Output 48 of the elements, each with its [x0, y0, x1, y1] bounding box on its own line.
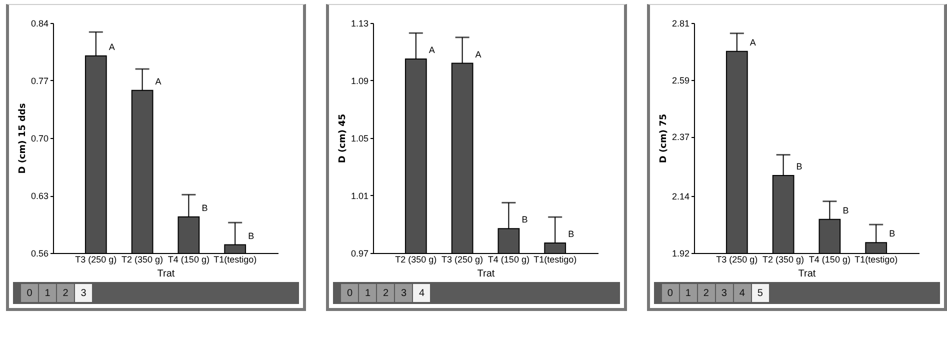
y-tick-label: 0.56: [30, 248, 48, 258]
y-axis-title: D (cm) 45: [338, 114, 348, 164]
y-tick-label: 2.14: [672, 192, 690, 202]
y-axis-title: D (cm) 15 dds: [18, 103, 28, 174]
x-tick-label: T2 (350 g): [122, 254, 164, 264]
y-tick-label: 0.63: [30, 191, 48, 201]
y-tick-label: 0.70: [30, 134, 48, 144]
y-tick-label: 0.77: [30, 76, 48, 86]
x-tick-label: T2 (350 g): [762, 254, 804, 264]
annotation: A: [429, 44, 436, 55]
annotation: B: [522, 214, 528, 225]
x-axis-title: Trat: [478, 268, 496, 280]
y-tick-label: 0.84: [30, 18, 48, 28]
y-tick-label: 2.81: [672, 18, 690, 28]
x-tick-label: T1(testigo): [854, 254, 898, 264]
annotation: B: [796, 161, 802, 172]
annotation: B: [202, 202, 208, 213]
annotation: B: [248, 230, 254, 241]
y-axis-title: D (cm) 75: [658, 114, 669, 164]
x-axis-title: Trat: [798, 268, 816, 280]
y-tick-label: 2.37: [672, 132, 690, 142]
x-tick-label: T3 (250 g): [716, 254, 758, 264]
x-axis-title: Trat: [157, 268, 175, 280]
x-tick-label: T4 (150 g): [808, 254, 850, 264]
tab-strip: 0 1 2 3 4 5: [654, 282, 940, 304]
x-tick-label: T4 (150 g): [168, 254, 210, 264]
y-tick-label: 1.13: [351, 18, 369, 28]
annotation: B: [842, 205, 848, 216]
x-tick-label: T3 (250 g): [442, 254, 484, 264]
tab-strip: 0 1 2 3: [13, 282, 300, 304]
x-tick-label: T1(testigo): [534, 254, 577, 264]
y-tick-label: 2.59: [672, 75, 690, 86]
x-tick-label: T2 (350 g): [395, 254, 438, 264]
x-tick-label: T4 (150 g): [488, 254, 530, 264]
annotation: A: [750, 37, 756, 48]
y-tick-label: 0.97: [351, 248, 369, 258]
y-tick-label: 1.09: [351, 76, 369, 86]
tab-strip: 0 1 2 3 4: [333, 282, 620, 304]
annotation: A: [476, 49, 482, 60]
annotation: B: [888, 228, 895, 239]
y-tick-label: 1.01: [351, 191, 369, 201]
x-tick-label: T1(testigo): [214, 254, 257, 264]
y-tick-label: 1.92: [672, 248, 690, 258]
annotation: A: [155, 76, 162, 86]
annotation: B: [568, 228, 574, 239]
y-tick-label: 1.05: [351, 134, 369, 144]
annotation: A: [108, 42, 115, 52]
x-tick-label: T3 (250 g): [75, 254, 117, 264]
